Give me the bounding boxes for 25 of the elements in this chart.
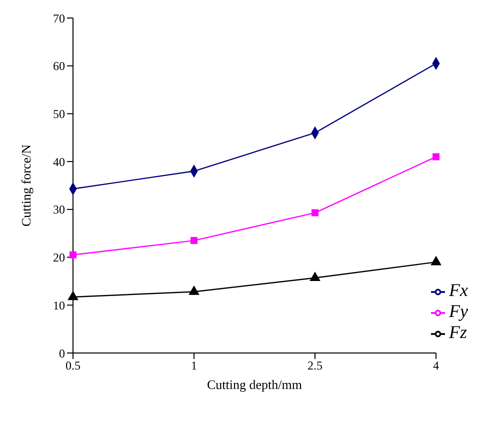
legend-label: Fz xyxy=(449,322,468,342)
y-tick-label: 70 xyxy=(53,11,65,26)
point xyxy=(70,251,76,258)
y-tick-label: 30 xyxy=(53,202,65,217)
y-tick-label: 60 xyxy=(53,59,65,74)
legend-label: Fy xyxy=(449,301,468,321)
x-tick-label: 0.5 xyxy=(66,358,80,373)
point xyxy=(188,286,200,295)
x-axis-title: Cutting depth/mm xyxy=(207,377,302,392)
legend-label: Fx xyxy=(449,280,468,300)
x-tick-label: 2.5 xyxy=(308,358,323,373)
point xyxy=(432,153,440,160)
point xyxy=(190,237,198,244)
x-tick-label: 1 xyxy=(191,358,198,373)
y-axis-title: Cutting force/N xyxy=(18,144,34,226)
point xyxy=(312,209,319,216)
point xyxy=(68,291,78,300)
point xyxy=(430,256,442,266)
x-tick-label: 4 xyxy=(433,358,440,373)
point xyxy=(310,272,320,281)
y-tick-label: 50 xyxy=(53,106,65,121)
y-tick-label: 0 xyxy=(59,346,65,360)
y-tick-label: 40 xyxy=(53,154,65,169)
y-tick-label: 10 xyxy=(53,298,65,312)
y-tick-label: 20 xyxy=(53,250,65,265)
